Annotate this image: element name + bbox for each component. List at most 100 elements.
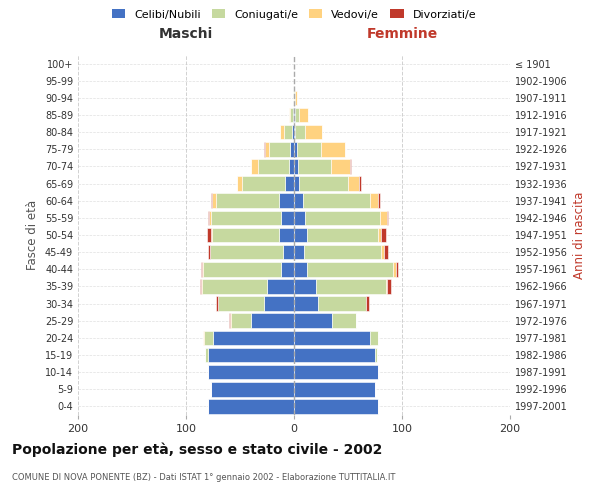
Bar <box>295 108 299 122</box>
Bar <box>293 90 294 105</box>
Text: COMUNE DI NOVA PONENTE (BZ) - Dati ISTAT 1° gennaio 2002 - Elaborazione TUTTITAL: COMUNE DI NOVA PONENTE (BZ) - Dati ISTAT… <box>12 472 395 482</box>
Bar <box>290 142 294 156</box>
Bar <box>294 399 378 413</box>
Bar <box>209 210 211 225</box>
Bar <box>387 210 388 225</box>
Bar <box>290 108 293 122</box>
Bar <box>211 228 212 242</box>
Bar <box>294 382 375 396</box>
Bar <box>211 382 294 396</box>
Bar <box>383 245 388 260</box>
Bar <box>212 194 216 208</box>
Bar <box>230 314 232 328</box>
Bar <box>218 296 264 311</box>
Bar <box>267 279 294 293</box>
Bar <box>294 330 370 345</box>
Bar <box>269 142 290 156</box>
Bar <box>211 210 281 225</box>
Bar <box>206 228 211 242</box>
Text: Maschi: Maschi <box>159 28 213 42</box>
Bar <box>251 159 259 174</box>
Bar <box>208 348 294 362</box>
Bar <box>292 125 294 140</box>
Bar <box>382 245 383 260</box>
Bar <box>359 176 361 191</box>
Bar <box>294 210 305 225</box>
Bar <box>295 90 297 105</box>
Bar <box>304 245 382 260</box>
Bar <box>259 159 289 174</box>
Bar <box>370 330 378 345</box>
Bar <box>242 176 286 191</box>
Bar <box>297 142 321 156</box>
Bar <box>298 159 331 174</box>
Bar <box>295 125 305 140</box>
Bar <box>202 262 203 276</box>
Bar <box>280 125 284 140</box>
Bar <box>251 314 294 328</box>
Bar <box>387 279 391 293</box>
Bar <box>299 176 348 191</box>
Bar <box>281 262 294 276</box>
Bar <box>386 279 387 293</box>
Bar <box>380 210 387 225</box>
Bar <box>279 194 294 208</box>
Bar <box>289 159 294 174</box>
Bar <box>294 314 332 328</box>
Bar <box>350 159 351 174</box>
Bar <box>289 108 290 122</box>
Bar <box>208 399 294 413</box>
Bar <box>201 262 202 276</box>
Bar <box>203 330 205 345</box>
Bar <box>294 279 316 293</box>
Bar <box>375 348 377 362</box>
Bar <box>283 245 294 260</box>
Bar <box>208 365 294 380</box>
Bar <box>264 296 294 311</box>
Bar <box>286 176 294 191</box>
Bar <box>205 348 208 362</box>
Bar <box>229 314 230 328</box>
Bar <box>378 228 382 242</box>
Bar <box>294 108 295 122</box>
Bar <box>331 159 350 174</box>
Bar <box>294 176 299 191</box>
Bar <box>367 296 368 311</box>
Bar <box>294 142 297 156</box>
Bar <box>203 262 281 276</box>
Bar <box>211 194 212 208</box>
Bar <box>202 279 267 293</box>
Bar <box>332 314 356 328</box>
Bar <box>294 296 318 311</box>
Legend: Celibi/Nubili, Coniugati/e, Vedovi/e, Divorziati/e: Celibi/Nubili, Coniugati/e, Vedovi/e, Di… <box>107 5 481 24</box>
Bar <box>305 125 322 140</box>
Bar <box>293 108 294 122</box>
Bar <box>382 228 386 242</box>
Bar <box>200 279 201 293</box>
Bar <box>318 296 367 311</box>
Bar <box>321 142 345 156</box>
Bar <box>216 296 218 311</box>
Bar <box>284 125 292 140</box>
Bar <box>348 176 359 191</box>
Bar <box>265 142 269 156</box>
Bar <box>232 314 251 328</box>
Bar <box>281 210 294 225</box>
Bar <box>299 108 308 122</box>
Bar <box>294 365 378 380</box>
Bar <box>294 159 298 174</box>
Bar <box>294 245 304 260</box>
Y-axis label: Anni di nascita: Anni di nascita <box>573 192 586 278</box>
Bar <box>208 210 209 225</box>
Text: Femmine: Femmine <box>367 28 437 42</box>
Bar <box>395 262 398 276</box>
Bar <box>294 125 295 140</box>
Bar <box>305 210 380 225</box>
Bar <box>279 228 294 242</box>
Bar <box>294 348 375 362</box>
Y-axis label: Fasce di età: Fasce di età <box>26 200 39 270</box>
Bar <box>316 279 386 293</box>
Bar <box>216 194 279 208</box>
Bar <box>201 279 202 293</box>
Bar <box>294 194 302 208</box>
